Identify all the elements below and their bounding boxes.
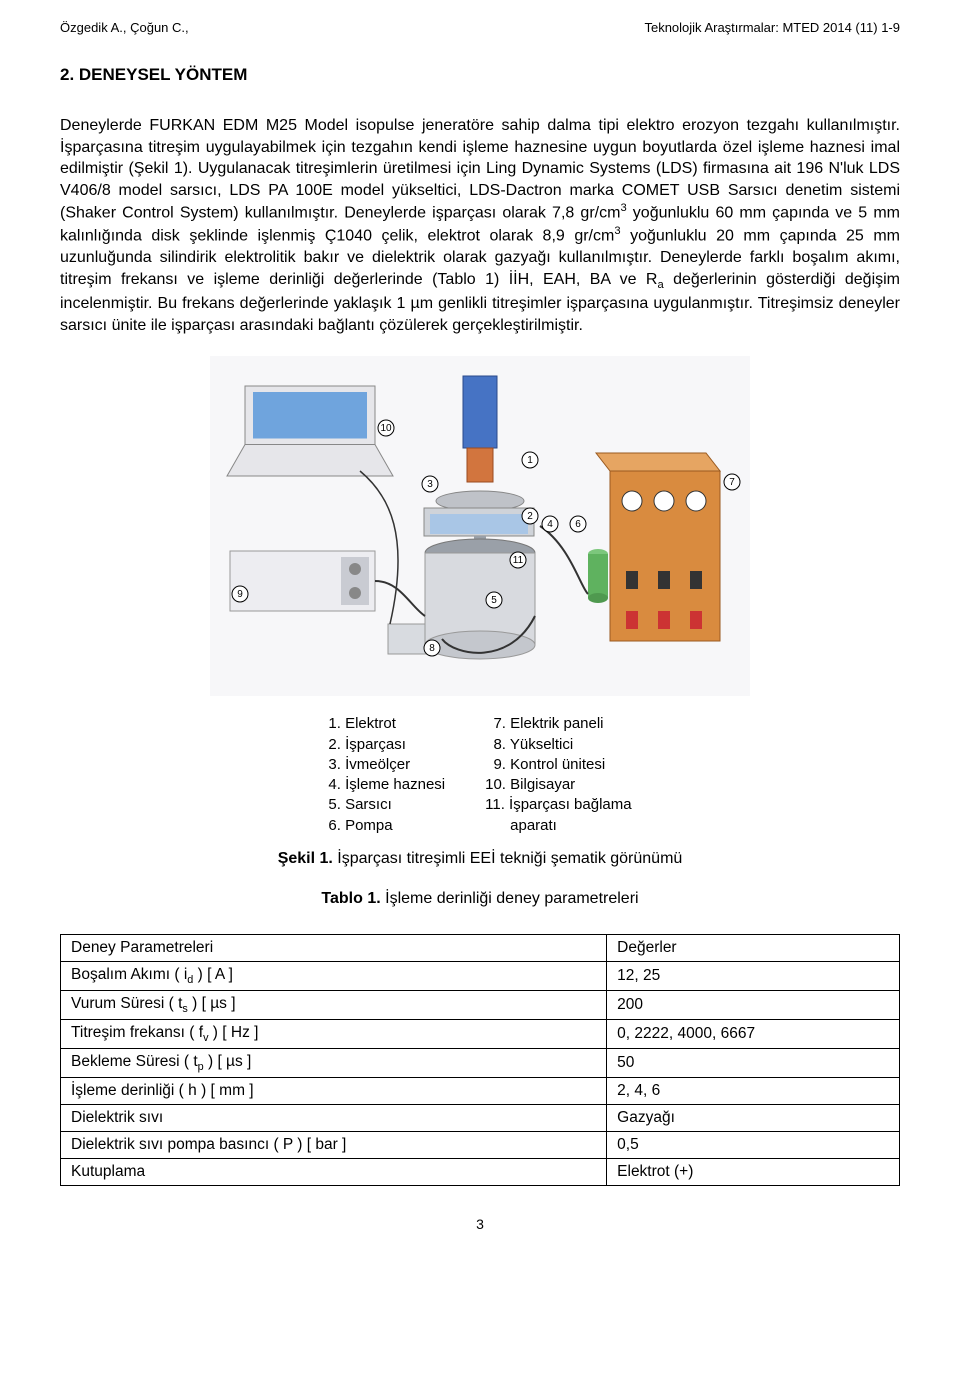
page-number: 3: [60, 1216, 900, 1232]
figure-caption: Şekil 1. İşparçası titreşimli EEİ tekniğ…: [278, 850, 683, 868]
table-row: Dielektrik sıvıGazyağı: [61, 1105, 900, 1132]
figure-caption-text: İşparçası titreşimli EEİ tekniği şematik…: [333, 850, 682, 867]
table-row: KutuplamaElektrot (+): [61, 1159, 900, 1186]
legend-col-1: 1. Elektrot 2. İşparçası 3. İvmeölçer 4.…: [328, 714, 445, 836]
svg-text:7: 7: [729, 477, 735, 488]
param-value-cell: 0, 2222, 4000, 6667: [607, 1019, 900, 1048]
legend-col-2: 7. Elektrik paneli 8. Yükseltici 9. Kont…: [485, 714, 631, 836]
table-row: Boşalım Akımı ( id ) [ A ]12, 25: [61, 961, 900, 990]
svg-text:4: 4: [547, 519, 553, 530]
figure-legend: 1. Elektrot 2. İşparçası 3. İvmeölçer 4.…: [328, 714, 631, 836]
svg-text:3: 3: [427, 479, 433, 490]
param-name-cell: Kutuplama: [61, 1159, 607, 1186]
param-name-cell: Titreşim frekansı ( fv ) [ Hz ]: [61, 1019, 607, 1048]
param-value-cell: Elektrot (+): [607, 1159, 900, 1186]
param-value-cell: 2, 4, 6: [607, 1078, 900, 1105]
svg-text:11: 11: [513, 555, 524, 566]
param-value-cell: 200: [607, 990, 900, 1019]
schematic-svg: 1 2 3 4 5 6 7 8 9 10 11: [210, 356, 750, 696]
svg-text:1: 1: [527, 455, 533, 466]
body-paragraph: Deneylerde FURKAN EDM M25 Model isopulse…: [60, 115, 900, 336]
table-header-cell: Deney Parametreleri: [61, 934, 607, 961]
table-row: Bekleme Süresi ( tp ) [ µs ]50: [61, 1049, 900, 1078]
figure-schematic: 1 2 3 4 5 6 7 8 9 10 11: [210, 356, 750, 696]
section-title: 2. DENEYSEL YÖNTEM: [60, 65, 900, 85]
param-name-cell: İşleme derinliği ( h ) [ mm ]: [61, 1078, 607, 1105]
param-name-cell: Bekleme Süresi ( tp ) [ µs ]: [61, 1049, 607, 1078]
running-header: Özgedik A., Çoğun C., Teknolojik Araştır…: [60, 20, 900, 35]
svg-text:9: 9: [237, 589, 243, 600]
param-name-cell: Vurum Süresi ( ts ) [ µs ]: [61, 990, 607, 1019]
table-caption: Tablo 1. İşleme derinliği deney parametr…: [321, 890, 638, 908]
header-right: Teknolojik Araştırmalar: MTED 2014 (11) …: [644, 20, 900, 35]
figure-caption-label: Şekil 1.: [278, 850, 333, 867]
param-name-cell: Boşalım Akımı ( id ) [ A ]: [61, 961, 607, 990]
svg-text:8: 8: [429, 643, 435, 654]
param-value-cell: 0,5: [607, 1132, 900, 1159]
table-row: Titreşim frekansı ( fv ) [ Hz ]0, 2222, …: [61, 1019, 900, 1048]
svg-text:6: 6: [575, 519, 581, 530]
param-value-cell: 50: [607, 1049, 900, 1078]
table-header-cell: Değerler: [607, 934, 900, 961]
table-row: Vurum Süresi ( ts ) [ µs ]200: [61, 990, 900, 1019]
header-left: Özgedik A., Çoğun C.,: [60, 20, 189, 35]
figure-1: 1 2 3 4 5 6 7 8 9 10 11 1. Elektrot 2. İşparçası 3…: [60, 356, 900, 914]
parameters-table: Deney ParametreleriDeğerlerBoşalım Akımı…: [60, 934, 900, 1186]
table-caption-text: İşleme derinliği deney parametreleri: [381, 890, 639, 907]
table-row: İşleme derinliği ( h ) [ mm ]2, 4, 6: [61, 1078, 900, 1105]
param-name-cell: Dielektrik sıvı pompa basıncı ( P ) [ ba…: [61, 1132, 607, 1159]
svg-text:5: 5: [491, 595, 497, 606]
param-name-cell: Dielektrik sıvı: [61, 1105, 607, 1132]
param-value-cell: 12, 25: [607, 961, 900, 990]
param-value-cell: Gazyağı: [607, 1105, 900, 1132]
svg-text:2: 2: [527, 511, 533, 522]
svg-text:10: 10: [380, 423, 392, 434]
table-row: Dielektrik sıvı pompa basıncı ( P ) [ ba…: [61, 1132, 900, 1159]
table-caption-label: Tablo 1.: [321, 890, 380, 907]
